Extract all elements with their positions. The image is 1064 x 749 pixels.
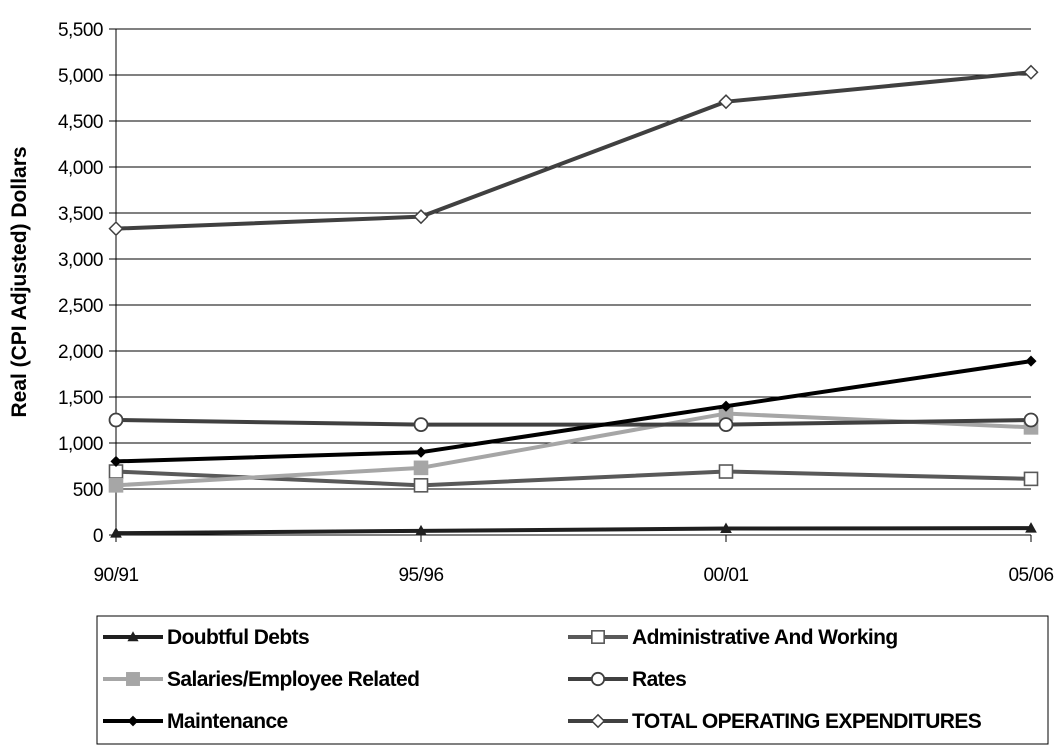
y-tick-label: 0	[93, 526, 103, 547]
legend-item: Administrative And Working	[568, 626, 898, 649]
y-axis-label: Real (CPI Adjusted) Dollars	[8, 146, 31, 417]
series-lines	[108, 64, 1039, 538]
y-tick-label: 4,000	[58, 158, 103, 179]
data-point	[1025, 355, 1037, 367]
x-tick-label: 90/91	[93, 565, 138, 586]
y-tick-label: 1,500	[58, 388, 103, 409]
data-point	[720, 522, 732, 534]
legend-item: Salaries/Employee Related	[103, 668, 420, 691]
data-point	[720, 400, 732, 412]
data-point	[110, 527, 122, 538]
data-point	[108, 221, 124, 237]
legend-item: Rates	[568, 668, 687, 691]
series-6	[108, 64, 1039, 237]
y-tick-label: 2,000	[58, 342, 103, 363]
axes	[109, 28, 1032, 542]
series-1	[110, 522, 1037, 538]
data-point	[413, 478, 429, 493]
data-point	[108, 478, 124, 493]
data-point	[110, 455, 122, 467]
data-point	[126, 672, 140, 686]
y-tick-label: 4,500	[58, 112, 103, 133]
y-tick-label: 2,500	[58, 296, 103, 317]
legend-item: Maintenance	[103, 710, 288, 733]
data-point	[1025, 522, 1037, 533]
y-tick-label: 3,000	[58, 250, 103, 271]
data-point	[718, 464, 734, 479]
x-tick-label: 95/96	[398, 565, 443, 586]
gridlines	[116, 28, 1031, 490]
legend-item: Doubtful Debts	[103, 626, 310, 649]
series-4	[108, 412, 1039, 433]
data-point	[108, 464, 124, 479]
legend-label: Rates	[632, 668, 686, 691]
data-point	[108, 412, 124, 428]
data-point	[413, 209, 429, 225]
y-tick-label: 5,500	[58, 20, 103, 41]
x-tick-labels: 90/91 95/96 00/01 05/06	[93, 565, 1054, 586]
data-point	[590, 713, 606, 729]
legend-label: Salaries/Employee Related	[167, 668, 419, 691]
legend-label: TOTAL OPERATING EXPENDITURES	[632, 710, 982, 733]
y-tick-label: 500	[73, 480, 103, 501]
data-point	[127, 631, 139, 642]
legend-label: Maintenance	[167, 710, 288, 733]
series-line	[115, 70, 1032, 231]
legend-label: Doubtful Debts	[167, 626, 309, 649]
data-point	[718, 417, 734, 433]
data-point	[413, 460, 429, 476]
y-tick-label: 5,000	[58, 66, 103, 87]
data-point	[590, 671, 606, 687]
series-line	[115, 418, 1032, 427]
data-point	[415, 446, 427, 458]
data-point	[127, 715, 139, 727]
data-point	[413, 417, 429, 433]
y-tick-labels: 0 500 1,000 1,500 2,000 2,500 3,000 3,500 4,000 4…	[58, 20, 104, 547]
series-line	[115, 526, 1032, 536]
y-tick-label: 3,500	[58, 204, 103, 225]
data-point	[1023, 412, 1039, 428]
data-point	[591, 630, 605, 644]
legend-item: TOTAL OPERATING EXPENDITURES	[568, 710, 982, 733]
series-line	[115, 359, 1032, 464]
series-5	[110, 355, 1037, 467]
data-point	[718, 94, 734, 110]
x-tick-label: 05/06	[1008, 565, 1053, 586]
y-tick-label: 1,000	[58, 434, 103, 455]
legend-label: Administrative And Working	[632, 626, 898, 649]
data-point	[1023, 471, 1039, 487]
data-point	[1023, 64, 1039, 80]
x-tick-label: 00/01	[703, 565, 748, 586]
legend: Doubtful Debts Administrative And Working…	[96, 615, 1049, 745]
data-point	[415, 524, 427, 536]
